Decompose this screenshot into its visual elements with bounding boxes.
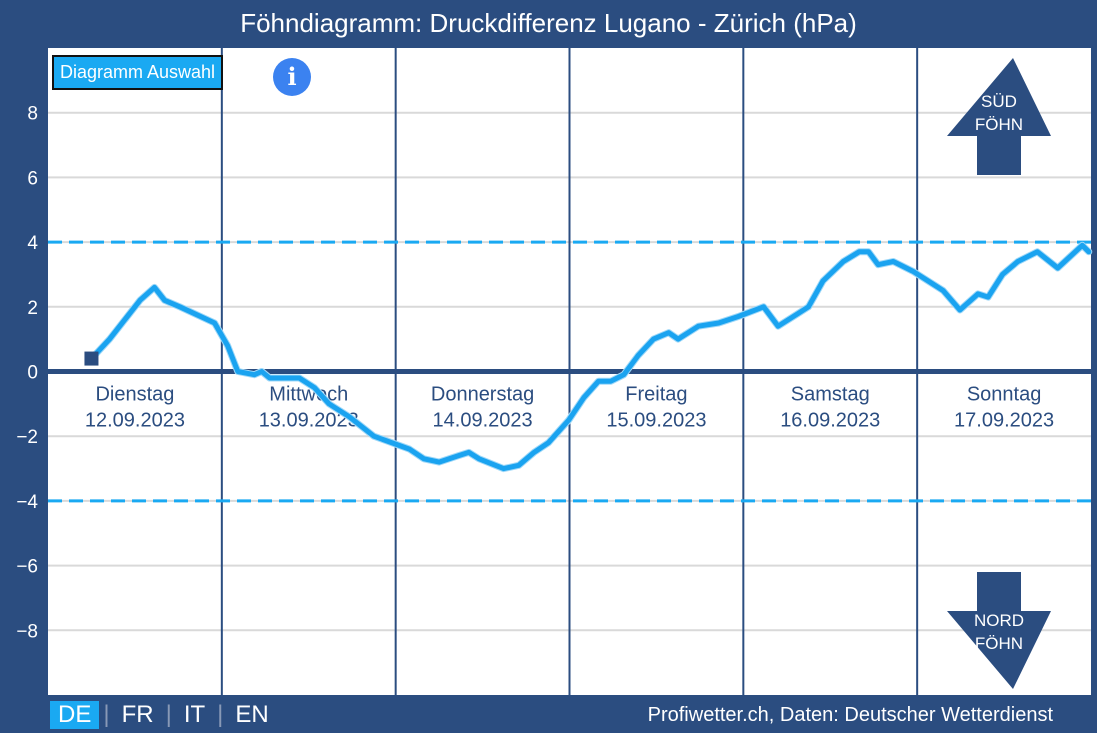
arrow-label: FÖHN (975, 634, 1023, 653)
day-label: Donnerstag (431, 384, 534, 406)
day-label: Samstag (791, 384, 870, 406)
diagram-select-button[interactable]: Diagramm Auswahl (52, 55, 224, 90)
lang-it[interactable]: IT (183, 701, 206, 728)
sud-foehn-arrow-icon (947, 58, 1051, 175)
y-tick-label: −6 (16, 557, 38, 578)
date-label: 13.09.2023 (259, 410, 359, 432)
start-marker (84, 351, 99, 366)
date-label: 14.09.2023 (433, 410, 533, 432)
y-tick-label: −4 (16, 492, 38, 513)
arrow-label: FÖHN (975, 115, 1023, 134)
y-tick-label: −8 (16, 621, 38, 642)
lang-de[interactable]: DE (50, 701, 100, 729)
day-label: Sonntag (967, 384, 1042, 406)
y-tick-label: 2 (27, 298, 38, 319)
y-tick-label: 0 (27, 363, 38, 384)
credit-text: Profiwetter.ch, Daten: Deutscher Wetterd… (647, 704, 1053, 726)
arrow-label: SÜD (981, 92, 1017, 111)
chart-title: Föhndiagramm: Druckdifferenz Lugano - Zü… (240, 8, 857, 38)
day-label: Dienstag (95, 384, 174, 406)
info-icon[interactable]: i (273, 58, 311, 96)
date-label: 16.09.2023 (780, 410, 880, 432)
nord-foehn-arrow-icon (947, 572, 1051, 689)
language-switcher: DE | FR | IT | EN (50, 698, 277, 732)
date-label: 15.09.2023 (606, 410, 706, 432)
date-label: 17.09.2023 (954, 410, 1054, 432)
lang-fr[interactable]: FR (121, 701, 154, 728)
y-tick-label: 4 (27, 233, 38, 254)
y-tick-label: 8 (27, 104, 38, 125)
y-tick-label: 6 (27, 168, 38, 189)
y-tick-label: −2 (16, 427, 38, 448)
day-label: Freitag (625, 384, 687, 406)
date-label: 12.09.2023 (85, 410, 185, 432)
lang-en[interactable]: EN (235, 701, 269, 728)
arrow-label: NORD (974, 611, 1024, 630)
